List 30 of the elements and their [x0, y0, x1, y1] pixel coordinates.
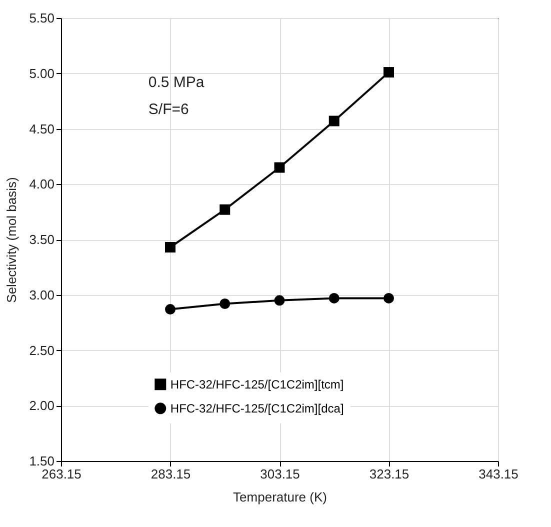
y-axis-title: Selectivity (mol basis) [4, 177, 20, 303]
x-tick-label: 263.15 [42, 466, 82, 482]
point [274, 162, 285, 173]
point [384, 67, 394, 78]
point [274, 295, 285, 306]
point [165, 242, 176, 252]
point [328, 292, 340, 304]
y-tick-label: 3.50 [29, 232, 54, 247]
point [384, 292, 394, 304]
y-tick-label: 1.50 [29, 454, 54, 468]
y-tick-label: 4.00 [29, 176, 54, 192]
y-tick-label: 5.00 [29, 66, 54, 81]
y-tick-label: 2.50 [29, 342, 54, 358]
x-tick-label: 283.15 [150, 466, 191, 482]
point [220, 298, 230, 309]
point [328, 116, 340, 126]
y-tick-label: 3.00 [29, 287, 54, 302]
x-axis-title: Temperature (K) [233, 490, 327, 504]
y-tick-label: 5.50 [29, 10, 54, 26]
point [220, 204, 230, 215]
x-tick-label: 303.15 [260, 466, 300, 482]
legend-label: HFC-32/HFC-125/[C1C2im][dca] [170, 401, 344, 416]
y-tick-label: 4.50 [29, 121, 54, 136]
legend-label: HFC-32/HFC-125/[C1C2im][tcm] [170, 377, 344, 392]
x-tick-label: 323.15 [369, 466, 410, 482]
point [165, 304, 176, 315]
annotation: S/F=6 [148, 100, 189, 118]
x-tick-label: 343.15 [478, 466, 518, 482]
annotation: 0.5 MPa [148, 74, 205, 92]
y-tick-label: 2.00 [29, 398, 54, 414]
